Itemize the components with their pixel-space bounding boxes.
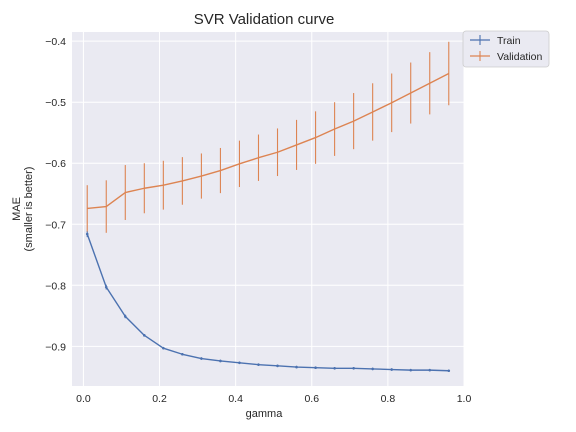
x-tick-labels: 0.0 0.2 0.4 0.6 0.8 1.0	[76, 393, 471, 405]
x-tick-label: 0.6	[304, 393, 319, 405]
data-point	[371, 367, 374, 371]
data-point	[390, 368, 393, 371]
x-tick-label: 0.2	[152, 393, 167, 405]
data-point	[238, 361, 241, 365]
y-tick-label: −0.5	[45, 97, 66, 109]
series-line	[86, 233, 449, 372]
y-tick-label: −0.9	[45, 341, 66, 353]
y-axis-label-line1: MAE	[11, 197, 23, 221]
data-point	[276, 364, 279, 368]
data-point	[333, 367, 336, 370]
series-train	[85, 230, 451, 373]
y-tick-label: −0.4	[45, 36, 66, 48]
y-tick-label: −0.6	[45, 158, 66, 170]
data-point	[85, 232, 89, 236]
series-validation	[86, 41, 450, 233]
legend-label-validation: Validation	[497, 51, 542, 63]
y-axis-label-line2: (smaller is better)	[23, 167, 35, 252]
data-point	[257, 363, 260, 366]
grid	[72, 32, 465, 386]
data-point	[181, 352, 184, 356]
data-point	[123, 315, 127, 318]
chart-title: SVR Validation curve	[194, 11, 335, 28]
series-layer	[85, 41, 451, 373]
data-point	[162, 346, 165, 350]
x-tick-label: 0.8	[381, 393, 396, 405]
y-tick-label: −0.8	[45, 280, 66, 292]
data-point	[295, 365, 298, 369]
x-tick-label: 1.0	[457, 393, 472, 405]
x-tick-label: 0.0	[76, 393, 91, 405]
data-point	[104, 285, 108, 289]
legend: Train Validation	[462, 30, 550, 68]
data-point	[447, 369, 451, 373]
y-tick-label: −0.7	[45, 219, 66, 231]
x-axis-label: gamma	[246, 408, 284, 420]
data-point	[314, 366, 317, 369]
legend-entry-validation: Validation	[470, 51, 542, 63]
series-line	[87, 72, 450, 210]
data-point	[352, 367, 355, 370]
data-point	[219, 359, 222, 363]
data-point	[428, 368, 432, 372]
data-point	[143, 334, 146, 337]
legend-entry-train: Train	[470, 35, 521, 47]
data-point	[409, 368, 413, 372]
data-point	[200, 357, 203, 360]
y-tick-labels: −0.4 −0.5 −0.6 −0.7 −0.8 −0.9	[45, 36, 66, 353]
legend-label-train: Train	[497, 35, 521, 47]
x-tick-label: 0.4	[228, 393, 243, 405]
plot-background	[72, 32, 464, 386]
